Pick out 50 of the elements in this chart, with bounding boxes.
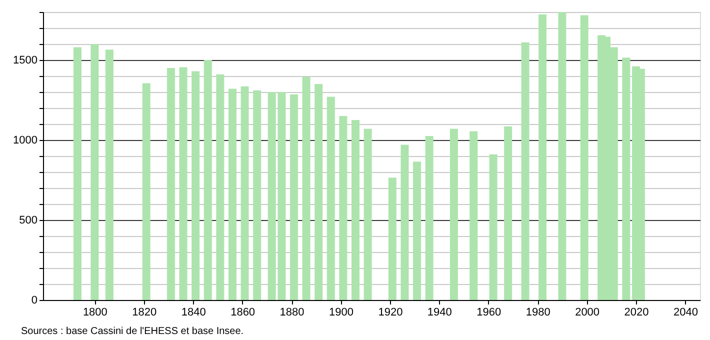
- bar: [388, 178, 396, 300]
- x-tick-label: 1900: [329, 306, 354, 318]
- x-tick-label: 2020: [624, 306, 649, 318]
- bar: [504, 126, 512, 300]
- x-tick-label: 2000: [575, 306, 600, 318]
- y-tick-label: 1000: [13, 134, 38, 146]
- bar: [364, 128, 372, 300]
- bar: [622, 58, 630, 300]
- bar: [73, 47, 82, 300]
- x-tick-label: 1800: [82, 306, 108, 318]
- bar: [314, 84, 323, 300]
- bar: [142, 83, 150, 300]
- bar: [290, 94, 298, 300]
- bar: [558, 12, 566, 300]
- bar: [352, 120, 360, 300]
- x-tick-label: 1980: [526, 306, 550, 318]
- x-tick-label: 1940: [427, 306, 452, 318]
- bar: [105, 50, 114, 300]
- x-tick-label: 1860: [230, 306, 256, 318]
- x-tick-label: 1920: [378, 306, 403, 318]
- bar: [240, 86, 249, 300]
- x-tick-label: 1960: [476, 306, 502, 318]
- bar: [521, 42, 530, 300]
- bar: [538, 14, 547, 300]
- y-tick-label: 500: [19, 214, 38, 226]
- y-tick-label: 0: [31, 294, 38, 306]
- bar: [302, 76, 310, 300]
- bar: [489, 154, 498, 300]
- bar: [413, 162, 422, 300]
- bar: [179, 67, 188, 300]
- bar: [425, 136, 434, 300]
- x-tick-label: 2040: [673, 306, 698, 318]
- bar: [204, 60, 212, 300]
- bar: [450, 128, 458, 300]
- bar: [192, 71, 200, 300]
- bar: [228, 88, 236, 300]
- x-tick-label: 1820: [132, 306, 157, 318]
- bar: [216, 74, 224, 300]
- bar: [253, 90, 262, 300]
- bar: [470, 131, 478, 300]
- x-tick-label: 1840: [181, 306, 206, 318]
- bar: [339, 116, 348, 300]
- bar: [580, 15, 588, 300]
- bar: [400, 144, 409, 300]
- bar: [90, 44, 99, 300]
- bar: [166, 68, 175, 300]
- y-tick-label: 1500: [13, 54, 38, 66]
- x-tick-label: 1880: [280, 306, 304, 318]
- source-note: Sources : base Cassini de l'EHESS et base Insee.: [21, 326, 244, 337]
- bar: [326, 96, 335, 300]
